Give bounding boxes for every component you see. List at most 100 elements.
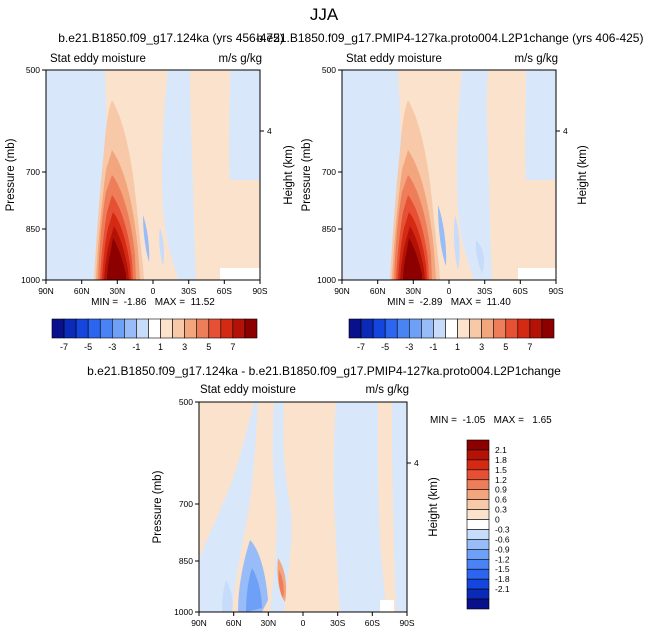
colorbar-top-left: -7 -5 -3 -1 1 3 5 7: [51, 318, 258, 352]
colorbar-top-left-swatch: [208, 318, 222, 339]
colorbar-top-right-swatch: [445, 318, 458, 339]
panel-3-ytick: 1000: [174, 607, 193, 617]
colorbar-top-right-label: -3: [405, 342, 413, 352]
panel-2-ylabel: Pressure (mb): [301, 138, 313, 211]
panel-1-field: [46, 70, 260, 280]
colorbar-diff-label: -0.9: [495, 544, 510, 554]
panel-3-field: [199, 402, 407, 612]
panel-1-xtick: 30N: [110, 286, 126, 296]
panel-1-y2tick: 4: [267, 126, 272, 136]
colorbar-diff-swatch: [466, 598, 490, 610]
panel-2-field: [342, 70, 556, 280]
panel-1-minmax: MIN = -1.86 MAX = 11.52: [91, 297, 215, 308]
panel-2-xtick: 60N: [370, 286, 386, 296]
colorbar-top-left-label: 5: [206, 342, 211, 352]
panel-1-ytick: 700: [26, 167, 40, 177]
colorbar-top-left-label: -3: [108, 342, 116, 352]
colorbar-diff-label: -0.3: [495, 524, 510, 534]
panel-2-ytick: 1000: [317, 275, 336, 285]
panel-3-ytick: 700: [179, 499, 193, 509]
colorbar-diff-label: 2.1: [495, 445, 507, 455]
colorbar-top-right-swatch: [505, 318, 519, 339]
panel-1-xtick: 0: [151, 286, 156, 296]
panel-1-ytick: 1000: [21, 275, 40, 285]
colorbar-top-left-label: 3: [182, 342, 187, 352]
colorbar-diff-label: 0.6: [495, 495, 507, 505]
colorbar-top-right-swatch: [469, 318, 482, 339]
panel-3-xtick: 30S: [330, 618, 345, 628]
colorbar-diff-label: -2.1: [495, 584, 510, 594]
colorbar-top-right-swatch: [348, 318, 362, 339]
colorbar-top-left-swatch: [232, 318, 246, 339]
colorbar-top-left-swatch: [148, 318, 161, 339]
panel-3-title: b.e21.B1850.f09_g17.124ka - b.e21.B1850.…: [87, 364, 561, 378]
panel-3-y2label: Height (km): [428, 477, 440, 537]
panel-2-ytick: 850: [322, 224, 336, 234]
colorbar-top-right-swatch: [433, 318, 446, 339]
panel-3-ylabel: Pressure (mb): [152, 470, 164, 543]
colorbar-diff-swatch: [466, 549, 490, 560]
colorbar-top-right-swatch: [360, 318, 374, 339]
panel-1-y2label: Height (km): [283, 145, 295, 205]
panel-2-xtick: 30S: [477, 286, 492, 296]
colorbar-top-right-label: 7: [527, 342, 532, 352]
colorbar-top-left-swatch: [111, 318, 125, 339]
colorbar-top-left-swatch: [63, 318, 77, 339]
panel-2-ytick: 500: [322, 65, 336, 75]
colorbar-diff-swatch: [466, 469, 490, 481]
panel-3-xtick: 60S: [365, 618, 380, 628]
panel-2-xtick: 30N: [406, 286, 422, 296]
panel-2-xtick: 60S: [513, 286, 528, 296]
colorbar-difference: 2.11.81.51.20.90.60.30-0.3-0.6-0.9-1.2-1…: [466, 439, 510, 610]
colorbar-diff-swatch: [466, 459, 490, 471]
colorbar-top-right-label: -1: [429, 342, 437, 352]
page-title: JJA: [310, 5, 339, 24]
panel-1-xtick: 90S: [252, 286, 267, 296]
panel-2-title: b.e21.B1850.f09_g17.PMIP4-127ka.proto004…: [257, 31, 644, 45]
colorbar-diff-swatch: [466, 558, 490, 570]
panel-1-left-string: Stat eddy moisture: [50, 53, 146, 65]
colorbar-top-right-label: 1: [455, 342, 460, 352]
colorbar-top-right-swatch: [529, 318, 543, 339]
colorbar-diff-label: -1.5: [495, 564, 510, 574]
panel-2-y2label: Height (km): [577, 145, 589, 205]
colorbar-diff-swatch: [466, 519, 490, 530]
panel-3-left-string: Stat eddy moisture: [200, 384, 296, 396]
colorbar-top-right-swatch: [384, 318, 398, 339]
colorbar-top-left-swatch: [136, 318, 149, 339]
panel-2-xtick: 90N: [334, 286, 350, 296]
colorbar-top-left-swatch: [184, 318, 198, 339]
colorbar-top-left-swatch: [196, 318, 210, 339]
colorbar-diff-label: 0.3: [495, 505, 507, 515]
panel-1-title: b.e21.B1850.f09_g17.124ka (yrs 456-475): [58, 31, 284, 45]
colorbar-top-right-swatch: [493, 318, 507, 339]
colorbar-top-right-swatch: [457, 318, 470, 339]
colorbar-top-right-label: 3: [479, 342, 484, 352]
panel-2-minmax: MIN = -2.89 MAX = 11.40: [387, 297, 511, 308]
colorbar-diff-swatch: [466, 489, 490, 500]
panel-2-units: m/s g/kg: [515, 53, 558, 65]
colorbar-top-right-label: 5: [503, 342, 508, 352]
colorbar-diff-swatch: [466, 449, 490, 461]
colorbar-top-right-swatch: [372, 318, 386, 339]
panel-2-xtick: 0: [447, 286, 452, 296]
panel-1-xtick: 90N: [38, 286, 54, 296]
colorbar-top-left-label: 1: [158, 342, 163, 352]
colorbar-top-left-label: -1: [132, 342, 140, 352]
colorbar-diff-label: 0.9: [495, 485, 507, 495]
colorbar-diff-swatch: [466, 499, 490, 510]
panel-3-xtick: 90S: [399, 618, 414, 628]
colorbar-diff-label: 0: [495, 515, 500, 525]
panel-3-ytick: 850: [179, 556, 193, 566]
panel-3-xtick: 60N: [226, 618, 242, 628]
colorbar-top-left-swatch: [160, 318, 173, 339]
panel-1-xtick: 60S: [217, 286, 232, 296]
panel-2: b.e21.B1850.f09_g17.PMIP4-127ka.proto004…: [257, 31, 644, 308]
colorbar-top-left-swatch: [99, 318, 113, 339]
colorbar-top-right-swatch: [541, 318, 555, 339]
colorbar-top-left-label: -5: [84, 342, 92, 352]
panel-3-units: m/s g/kg: [366, 384, 409, 396]
colorbar-top-left-label: -7: [60, 342, 68, 352]
colorbar-top-left-swatch: [244, 318, 258, 339]
colorbar-diff-swatch: [466, 568, 490, 580]
